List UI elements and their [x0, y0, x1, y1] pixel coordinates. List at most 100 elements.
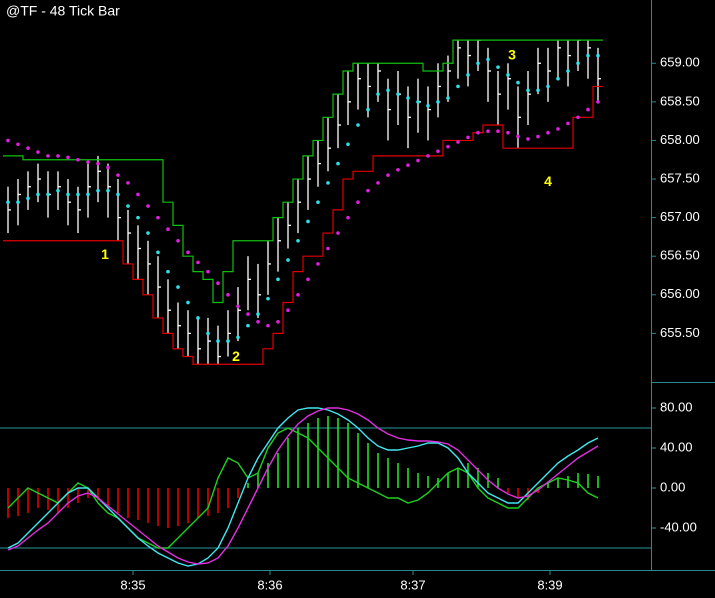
ma-dot: [176, 238, 180, 243]
ma-dot: [16, 142, 20, 147]
ma-dot: [26, 196, 30, 201]
y-tick-label: 659.00: [660, 55, 700, 70]
ma-dot: [296, 238, 300, 243]
ma-dot: [46, 192, 50, 197]
ma-dot: [96, 188, 100, 193]
ma-dot: [486, 129, 490, 133]
y-tick-label: 0.00: [660, 479, 685, 494]
ma-dot: [66, 192, 70, 197]
ma-dot: [496, 129, 500, 133]
ma-dot: [466, 73, 470, 77]
ma-dot: [386, 88, 390, 93]
annotation: 4: [544, 173, 552, 189]
ma-dot: [306, 277, 310, 282]
ma-dot: [406, 163, 410, 167]
ma-dot: [556, 76, 560, 81]
y-tick-label: 657.00: [660, 209, 700, 224]
ma-dot: [86, 192, 90, 197]
ma-dot: [366, 188, 370, 193]
ma-dot: [186, 300, 190, 305]
ma-dot: [246, 323, 250, 328]
ma-dot: [286, 308, 290, 313]
ma-dot: [266, 296, 270, 301]
ma-dot: [46, 154, 50, 158]
ma-dot: [426, 154, 430, 158]
y-tick-label: 655.50: [660, 325, 700, 340]
x-tick-label: 8:39: [537, 577, 562, 592]
ma-dot: [586, 53, 590, 58]
ma-dot: [76, 192, 80, 197]
ma-dot: [96, 161, 100, 166]
ma-dot: [6, 138, 10, 143]
ma-dot: [526, 137, 530, 141]
x-tick-label: 8:37: [400, 577, 425, 592]
ma-dot: [146, 204, 150, 208]
ma-dot: [216, 281, 220, 286]
ma-dot: [56, 154, 60, 158]
ma-dot: [236, 304, 240, 309]
ma-dot: [476, 130, 480, 135]
ma-dot: [416, 158, 420, 163]
ma-dot: [186, 250, 190, 255]
ma-dot: [76, 157, 80, 162]
ma-dot: [316, 200, 320, 204]
oscillator-line: [7, 407, 599, 565]
ma-dot: [156, 250, 160, 255]
ma-dot: [486, 57, 490, 62]
ma-dot: [396, 167, 400, 172]
ma-dot: [456, 140, 460, 144]
channel-line: [3, 85, 603, 365]
ma-dot: [276, 320, 280, 324]
ma-dot: [196, 260, 200, 265]
ma-dot: [146, 231, 150, 235]
ma-dot: [276, 277, 280, 282]
ma-dot: [356, 200, 360, 204]
ma-dot: [156, 215, 160, 220]
ma-dot: [576, 115, 580, 120]
ma-dot: [106, 188, 110, 193]
ma-dot: [476, 61, 480, 66]
ma-dot: [246, 312, 250, 316]
ma-dot: [516, 134, 520, 139]
ma-dot: [296, 292, 300, 297]
ma-dot: [426, 103, 430, 108]
ma-dot: [196, 316, 200, 320]
ma-dot: [36, 192, 40, 197]
ma-dot: [226, 339, 230, 343]
ma-dot: [126, 181, 130, 185]
ma-dot: [216, 339, 220, 343]
ma-dot: [136, 215, 140, 220]
ma-dot: [436, 100, 440, 104]
ma-dot: [116, 173, 120, 177]
y-tick-label: 658.00: [660, 132, 700, 147]
ma-dot: [16, 200, 20, 204]
ma-dot: [66, 155, 70, 160]
ma-dot: [536, 134, 540, 139]
ma-dot: [376, 92, 380, 96]
ma-dot: [36, 150, 40, 154]
ma-dot: [576, 61, 580, 66]
ma-dot: [256, 312, 260, 316]
oscillator-line: [7, 407, 599, 567]
ma-dot: [116, 192, 120, 197]
ma-dot: [556, 127, 560, 131]
ma-dot: [206, 331, 210, 336]
annotation: 2: [232, 348, 240, 364]
x-tick-label: 8:36: [257, 577, 282, 592]
ma-dot: [396, 92, 400, 96]
ma-dot: [506, 130, 510, 135]
channel-line: [3, 39, 603, 304]
ma-dot: [6, 200, 10, 204]
ma-dot: [306, 219, 310, 224]
ma-dot: [356, 123, 360, 127]
y-tick-label: 80.00: [660, 399, 693, 414]
ma-dot: [446, 144, 450, 149]
y-tick-label: 40.00: [660, 439, 693, 454]
ma-dot: [596, 53, 600, 58]
ma-dot: [326, 181, 330, 185]
ma-dot: [256, 320, 260, 324]
ma-dot: [126, 204, 130, 208]
ma-dot: [176, 285, 180, 289]
ma-dot: [316, 262, 320, 266]
